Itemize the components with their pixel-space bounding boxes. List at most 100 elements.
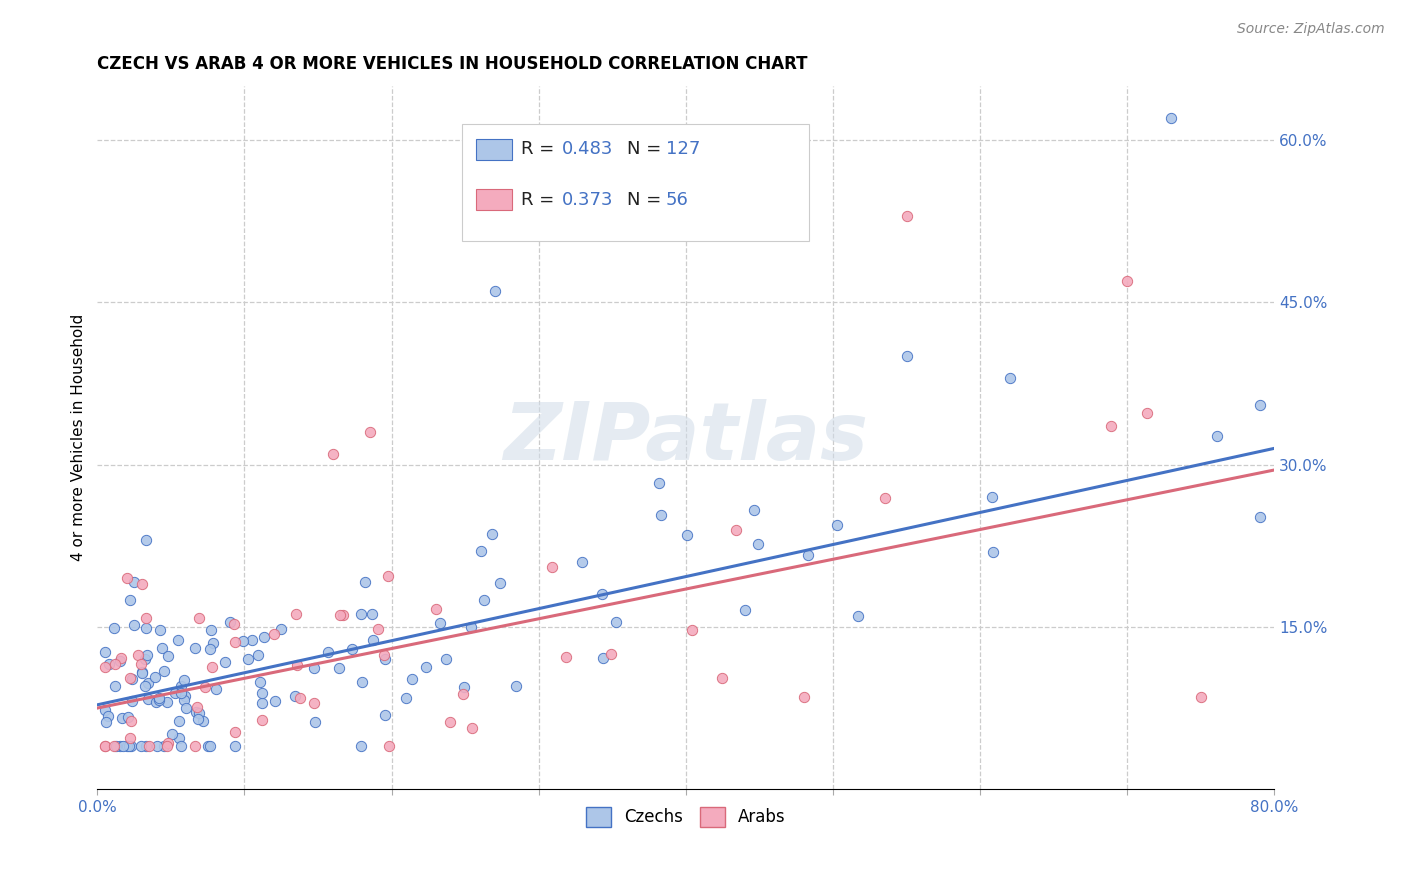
- Bar: [477, 138, 512, 160]
- Point: [340, 641, 363, 656]
- Point: [111, 711, 134, 725]
- Point: [592, 587, 614, 601]
- Point: [232, 633, 254, 648]
- Point: [157, 648, 180, 663]
- Point: [103, 621, 125, 635]
- Point: [350, 739, 373, 753]
- Point: [110, 651, 132, 665]
- Point: [200, 641, 222, 656]
- Point: [284, 689, 307, 703]
- Point: [146, 739, 169, 753]
- FancyBboxPatch shape: [463, 125, 810, 241]
- Point: [127, 648, 149, 663]
- Point: [135, 611, 157, 625]
- Point: [201, 636, 224, 650]
- Text: 127: 127: [666, 140, 700, 158]
- Point: [827, 517, 849, 532]
- Point: [328, 661, 350, 675]
- Text: 0.373: 0.373: [562, 191, 614, 209]
- Point: [148, 690, 170, 705]
- Point: [250, 713, 273, 727]
- Point: [145, 695, 167, 709]
- Point: [451, 687, 474, 701]
- Point: [322, 447, 344, 461]
- Point: [264, 694, 287, 708]
- Point: [194, 681, 217, 695]
- Point: [165, 685, 187, 699]
- Point: [157, 736, 180, 750]
- Point: [219, 615, 242, 629]
- Point: [329, 608, 352, 623]
- Point: [186, 700, 208, 714]
- Point: [174, 701, 197, 715]
- Point: [224, 739, 246, 753]
- Point: [93, 703, 115, 717]
- Point: [173, 693, 195, 707]
- Point: [250, 696, 273, 710]
- Point: [434, 652, 457, 666]
- Point: [270, 622, 292, 636]
- Point: [374, 652, 396, 666]
- Point: [1135, 406, 1157, 420]
- Point: [156, 695, 179, 709]
- Point: [136, 676, 159, 690]
- Point: [108, 739, 131, 753]
- Point: [93, 660, 115, 674]
- Point: [648, 476, 671, 491]
- Point: [253, 630, 276, 644]
- Point: [592, 651, 614, 665]
- Text: R =: R =: [522, 140, 554, 158]
- Point: [1189, 690, 1212, 705]
- Text: R =: R =: [522, 191, 554, 209]
- Point: [135, 621, 157, 635]
- Point: [1116, 274, 1139, 288]
- Point: [204, 681, 226, 696]
- Point: [361, 633, 384, 648]
- Point: [97, 657, 120, 671]
- Point: [681, 623, 703, 637]
- Point: [1160, 112, 1182, 126]
- Point: [304, 661, 326, 675]
- Point: [439, 714, 461, 729]
- Point: [184, 739, 207, 753]
- Point: [214, 655, 236, 669]
- Point: [797, 549, 820, 563]
- Point: [360, 607, 382, 621]
- Point: [600, 647, 623, 661]
- Point: [571, 555, 593, 569]
- Point: [470, 544, 492, 558]
- Point: [156, 739, 179, 753]
- Point: [120, 739, 142, 753]
- Point: [97, 709, 120, 723]
- Point: [124, 574, 146, 589]
- Point: [224, 616, 246, 631]
- Point: [143, 670, 166, 684]
- Point: [153, 739, 176, 753]
- Point: [316, 645, 339, 659]
- Point: [224, 725, 246, 739]
- Point: [120, 731, 142, 745]
- Point: [650, 508, 672, 522]
- Bar: [477, 189, 512, 211]
- Point: [135, 533, 157, 547]
- Point: [263, 627, 285, 641]
- Point: [896, 209, 918, 223]
- Y-axis label: 4 or more Vehicles in Household: 4 or more Vehicles in Household: [72, 314, 86, 561]
- Point: [285, 607, 308, 621]
- Point: [136, 692, 159, 706]
- Text: N =: N =: [627, 140, 661, 158]
- Point: [201, 659, 224, 673]
- Point: [169, 679, 191, 693]
- Point: [350, 607, 373, 621]
- Point: [401, 672, 423, 686]
- Point: [198, 739, 221, 753]
- Point: [93, 739, 115, 753]
- Point: [505, 679, 527, 693]
- Point: [117, 709, 139, 723]
- Point: [489, 576, 512, 591]
- Point: [104, 657, 127, 671]
- Point: [121, 694, 143, 708]
- Point: [115, 571, 138, 585]
- Point: [170, 739, 193, 753]
- Point: [118, 739, 141, 753]
